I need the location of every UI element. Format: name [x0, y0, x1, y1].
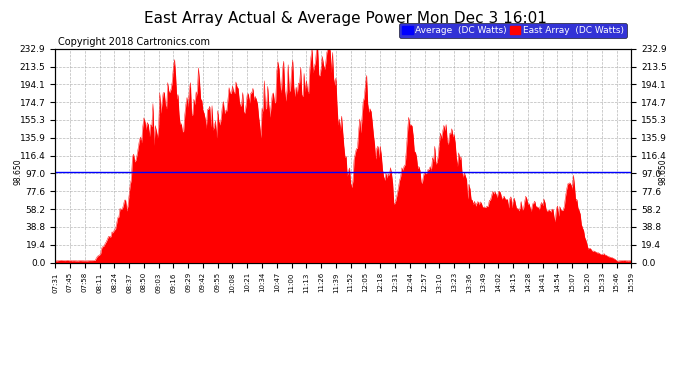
Text: East Array Actual & Average Power Mon Dec 3 16:01: East Array Actual & Average Power Mon De… — [144, 11, 546, 26]
Text: 98.650: 98.650 — [658, 159, 667, 185]
Text: 98.650: 98.650 — [13, 159, 22, 185]
Legend: Average  (DC Watts), East Array  (DC Watts): Average (DC Watts), East Array (DC Watts… — [399, 23, 627, 38]
Text: Copyright 2018 Cartronics.com: Copyright 2018 Cartronics.com — [58, 37, 210, 46]
